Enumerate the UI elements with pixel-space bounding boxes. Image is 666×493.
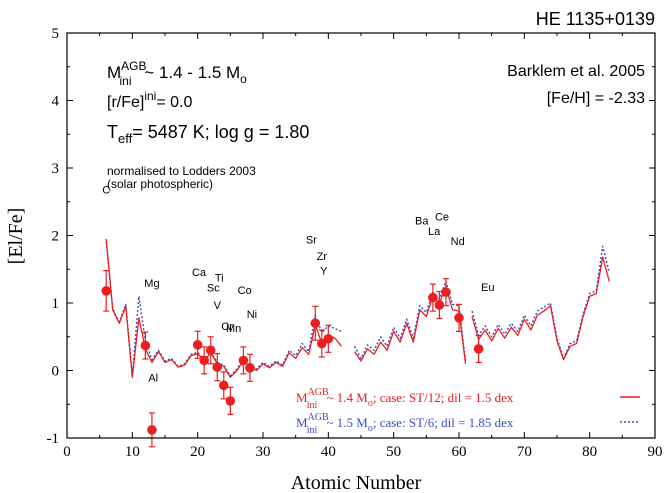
teff-annotation: Teff= 5487 K; log g = 1.80 — [107, 122, 309, 146]
observed-point — [147, 425, 157, 435]
x-tick-label: 80 — [582, 444, 597, 460]
element-label-ni: Ni — [247, 309, 257, 321]
observed-point — [212, 362, 223, 372]
element-label-ca: Ca — [192, 267, 207, 279]
observed-point — [205, 345, 216, 356]
observed-point — [101, 286, 111, 296]
source-reference: Barklem et al. 2005 — [507, 63, 645, 80]
plot-frame — [66, 32, 656, 439]
element-label-cr: Cr — [221, 321, 233, 333]
observed-points — [101, 270, 484, 448]
observed-point — [238, 355, 249, 366]
rfe-annotation: [r/Fe]ini= 0.0 — [107, 89, 192, 111]
x-tick-label: 50 — [386, 444, 401, 460]
y-tick-label: 3 — [52, 161, 60, 177]
y-axis-label: [El/Fe] — [5, 208, 27, 265]
chart-title: HE 1135+0139 — [536, 9, 655, 29]
y-tick-label: 2 — [52, 229, 60, 245]
y-tick-label: -1 — [47, 431, 60, 447]
y-tick-label: 0 — [52, 364, 60, 380]
element-label-nd: Nd — [451, 236, 465, 248]
x-tick-label: 30 — [256, 444, 271, 460]
observed-point — [434, 300, 445, 310]
model-line-blue — [353, 280, 467, 362]
element-label-la: La — [428, 226, 441, 238]
x-tick-label: 70 — [517, 444, 532, 460]
model-lines — [105, 238, 610, 378]
observed-point — [225, 396, 236, 406]
legend-entry-red: MAGB ini ~ 1.4 Mo; case: ST/12; dil = 1.5… — [296, 387, 640, 411]
observed-point — [454, 313, 464, 323]
x-tick-label: 20 — [190, 444, 205, 460]
element-label-ce: Ce — [435, 212, 449, 224]
observed-point — [199, 355, 209, 366]
x-tick-label: 10 — [125, 444, 140, 460]
svg-text:Teff= 5487 K; log g = 1.80: Teff= 5487 K; log g = 1.80 — [107, 122, 309, 146]
observed-point — [428, 292, 438, 303]
x-tick-label: 40 — [321, 444, 336, 460]
observed-point — [310, 318, 321, 329]
x-tick-label: 60 — [452, 444, 467, 460]
y-tick-label: 5 — [52, 26, 60, 42]
svg-text:[r/Fe]ini= 0.0: [r/Fe]ini= 0.0 — [107, 89, 192, 111]
element-label-mn: Mn — [226, 323, 241, 335]
x-axis-label: Atomic Number — [291, 472, 422, 493]
model-line-red — [353, 286, 467, 364]
element-label-y: Y — [320, 266, 328, 278]
normalisation-line1: normalised to Lodders 2003 — [107, 164, 256, 178]
observed-point — [473, 344, 484, 354]
element-label-c: C — [102, 185, 110, 197]
metallicity-value: [Fe/H] = -2.33 — [547, 90, 645, 107]
element-label-zr: Zr — [317, 251, 328, 263]
normalisation-line2: (solar photospheric) — [107, 177, 213, 191]
observed-point — [441, 287, 451, 298]
element-label-sr: Sr — [306, 235, 317, 247]
element-label-ba: Ba — [415, 216, 429, 228]
element-label-co: Co — [238, 285, 252, 297]
x-tick-label: 0 — [63, 444, 71, 460]
model-line-red — [105, 238, 342, 378]
y-tick-label: 4 — [52, 94, 60, 110]
legend-entry-blue: MAGB ini ~ 1.5 Mo; case: ST/6; dil = 1.85… — [296, 412, 640, 436]
observed-point — [219, 380, 229, 391]
element-label-mg: Mg — [144, 278, 159, 290]
observed-point — [192, 340, 203, 350]
model-line-red — [471, 256, 610, 361]
element-label-al: Al — [148, 372, 158, 384]
observed-point — [140, 340, 151, 351]
element-label-eu: Eu — [481, 282, 494, 294]
element-label-ti: Ti — [215, 272, 224, 284]
observed-point — [245, 363, 255, 373]
observed-point — [323, 333, 334, 344]
x-tick-label: 90 — [648, 444, 663, 460]
element-label-v: V — [214, 300, 222, 312]
model-line-blue — [471, 245, 610, 360]
element-label-sc: Sc — [207, 283, 220, 295]
legend: MAGB ini ~ 1.4 Mo; case: ST/12; dil = 1.5… — [296, 387, 640, 436]
model-line-blue — [105, 242, 342, 377]
y-tick-label: 1 — [52, 296, 60, 312]
mass-annotation: MAGB ini ~ 1.4 - 1.5 Mo — [107, 59, 247, 88]
